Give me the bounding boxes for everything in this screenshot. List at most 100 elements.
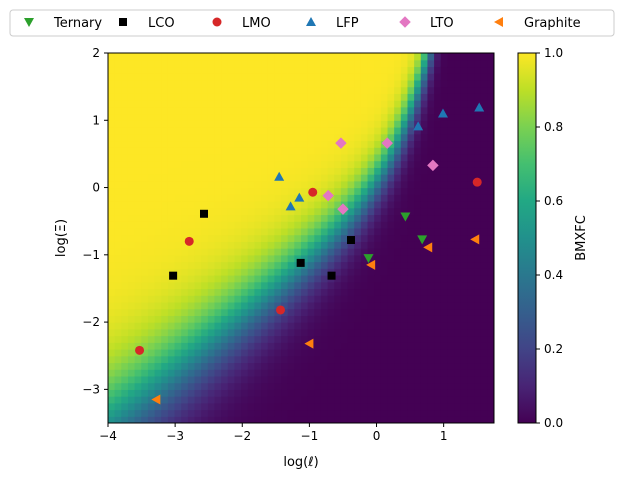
heatmap-cell xyxy=(234,248,242,256)
heatmap-cell xyxy=(487,66,494,74)
heatmap-cell xyxy=(374,214,382,222)
heatmap-cell xyxy=(340,335,349,343)
heatmap-cell xyxy=(467,214,475,222)
heatmap-cell xyxy=(307,147,315,155)
point-lco xyxy=(199,209,208,218)
heatmap-cell xyxy=(440,153,449,162)
heatmap-cell xyxy=(480,281,488,290)
heatmap-cell xyxy=(327,362,335,370)
heatmap-cell xyxy=(201,402,209,411)
heatmap-cell xyxy=(241,416,249,423)
heatmap-cell xyxy=(187,301,196,310)
heatmap-cell xyxy=(221,375,229,384)
heatmap-cell xyxy=(281,254,289,263)
heatmap-cell xyxy=(407,93,415,101)
heatmap-cell xyxy=(380,113,389,121)
heatmap-cell xyxy=(454,79,462,88)
heatmap-cell xyxy=(221,59,229,68)
heatmap-cell xyxy=(127,207,136,216)
heatmap-cell xyxy=(174,389,182,397)
heatmap-cell xyxy=(154,382,162,390)
heatmap-cell xyxy=(121,322,129,330)
heatmap-cell xyxy=(380,86,389,94)
heatmap-cell xyxy=(167,174,176,182)
heatmap-cell xyxy=(174,335,182,343)
heatmap-cell xyxy=(334,261,342,269)
heatmap-cell xyxy=(287,214,295,222)
heatmap-cell xyxy=(447,362,455,370)
heatmap-cell xyxy=(301,113,309,121)
heatmap-cell xyxy=(207,241,216,249)
heatmap-cell xyxy=(108,295,116,303)
plot-frame xyxy=(107,52,495,424)
heatmap-cell xyxy=(467,295,475,303)
heatmap-cell xyxy=(134,402,142,411)
heatmap-cell xyxy=(307,308,315,316)
heatmap-cell xyxy=(108,241,116,249)
heatmap-cell xyxy=(454,248,462,256)
heatmap-cell xyxy=(487,106,494,115)
heatmap-cell xyxy=(221,355,229,364)
heatmap-cell xyxy=(354,301,362,310)
heatmap-cell xyxy=(214,221,222,229)
heatmap-cell xyxy=(254,79,262,88)
heatmap-cell xyxy=(294,288,302,296)
heatmap-cell xyxy=(434,275,442,283)
heatmap-cell xyxy=(134,342,142,350)
heatmap-cell xyxy=(414,214,422,222)
heatmap-cell xyxy=(294,322,302,330)
heatmap-cell xyxy=(487,382,494,390)
heatmap-cell xyxy=(440,288,449,296)
heatmap-cell xyxy=(214,187,222,195)
heatmap-cell xyxy=(394,174,402,182)
heatmap-cell xyxy=(281,389,289,397)
heatmap-cell xyxy=(460,140,468,148)
heatmap-cell xyxy=(374,93,382,101)
heatmap-cell xyxy=(187,288,196,296)
heatmap-cell xyxy=(147,268,156,276)
heatmap-cell xyxy=(347,409,355,417)
heatmap-cell xyxy=(340,328,349,337)
heatmap-cell xyxy=(414,261,422,269)
heatmap-cell xyxy=(427,335,435,343)
heatmap-cell xyxy=(274,53,282,61)
heatmap-cell xyxy=(121,382,129,390)
heatmap-cell xyxy=(307,221,315,229)
heatmap-cell xyxy=(294,281,302,290)
heatmap-cell xyxy=(320,221,329,229)
colorbar-label: BMXFC xyxy=(574,215,589,261)
heatmap-cell xyxy=(187,335,196,343)
heatmap-cell xyxy=(427,221,435,229)
heatmap-cell xyxy=(134,147,142,155)
heatmap-cell xyxy=(134,281,142,290)
heatmap-cell xyxy=(301,106,309,115)
heatmap-cell xyxy=(241,301,249,310)
heatmap-cell xyxy=(161,86,169,94)
heatmap-cell xyxy=(480,261,488,269)
heatmap-cell xyxy=(227,100,236,108)
heatmap-cell xyxy=(467,369,475,377)
heatmap-cell xyxy=(334,396,342,404)
heatmap-cell xyxy=(400,396,409,404)
heatmap-cell xyxy=(287,187,295,195)
heatmap-cell xyxy=(407,248,415,256)
heatmap-cell xyxy=(467,308,475,316)
heatmap-cell xyxy=(194,59,202,68)
heatmap-cell xyxy=(380,281,389,290)
heatmap-cell xyxy=(201,180,209,189)
heatmap-cell xyxy=(414,174,422,182)
heatmap-cell xyxy=(221,120,229,128)
heatmap-cell xyxy=(207,315,216,323)
heatmap-cell xyxy=(400,207,409,216)
heatmap-cell xyxy=(420,180,429,189)
heatmap-cell xyxy=(414,207,422,216)
heatmap-cell xyxy=(247,207,256,216)
heatmap-cell xyxy=(367,53,375,61)
heatmap-cell xyxy=(474,416,482,423)
heatmap-cell xyxy=(241,227,249,236)
heatmap-cell xyxy=(360,234,369,242)
heatmap-cell xyxy=(474,409,482,417)
heatmap-cell xyxy=(400,342,409,350)
heatmap-cell xyxy=(340,201,349,209)
heatmap-cell xyxy=(314,335,322,343)
